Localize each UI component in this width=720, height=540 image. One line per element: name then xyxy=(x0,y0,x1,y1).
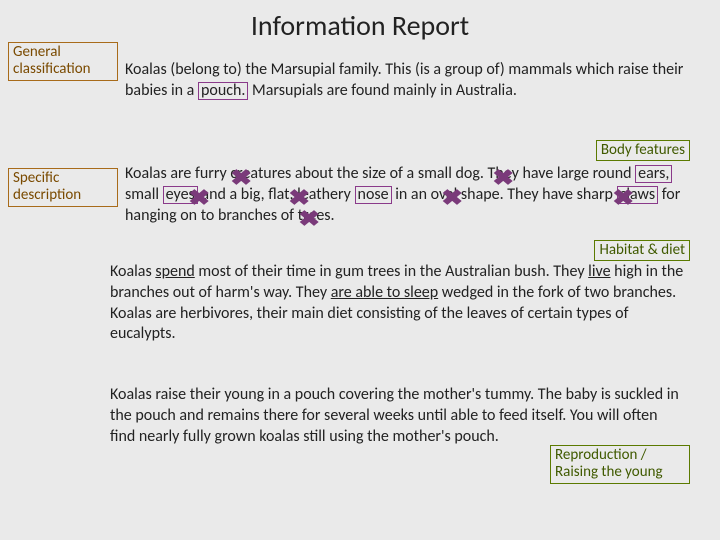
x-mark-icon: ✖ xyxy=(492,164,514,191)
label-body-features: Body features xyxy=(596,140,690,161)
underline-live: live xyxy=(588,262,610,281)
label-specific-description: Specificdescription xyxy=(8,168,118,207)
underline-sleep: are able to sleep xyxy=(331,283,438,302)
x-mark-icon: ✖ xyxy=(612,184,634,211)
boxed-pouch: pouch. xyxy=(198,82,248,100)
paragraph-habitat: Koalas spend most of their time in gum t… xyxy=(110,262,685,345)
label-habitat-diet: Habitat & diet xyxy=(594,240,690,261)
paragraph-classification: Koalas (belong to) the Marsupial family.… xyxy=(125,60,685,102)
x-mark-icon: ✖ xyxy=(441,184,463,211)
boxed-nose: nose xyxy=(355,186,392,204)
p2-text3: and a big, flat, leathery xyxy=(198,185,355,204)
p4-text1: Koalas raise their young in a pouch cove… xyxy=(110,385,679,446)
paragraph-reproduction: Koalas raise their young in a pouch cove… xyxy=(110,385,685,447)
p2-text2: small xyxy=(125,185,163,204)
boxed-ears: ears, xyxy=(635,165,672,183)
p3-text1: Koalas xyxy=(110,262,155,281)
p2-text1: Koalas are furry creatures about the siz… xyxy=(125,164,635,183)
x-mark-icon: ✖ xyxy=(230,164,252,191)
x-mark-icon: ✖ xyxy=(298,205,320,232)
p3-text2: most of their time in gum trees in the A… xyxy=(195,262,588,281)
p1-text2: Marsupials are found mainly in Australia… xyxy=(248,81,516,100)
label-reproduction: Reproduction /Raising the young xyxy=(550,445,690,484)
x-mark-icon: ✖ xyxy=(188,184,210,211)
label-general-classification: Generalclassification xyxy=(8,42,118,81)
underline-spend: spend xyxy=(155,262,194,281)
page-title: Information Report xyxy=(0,8,720,43)
